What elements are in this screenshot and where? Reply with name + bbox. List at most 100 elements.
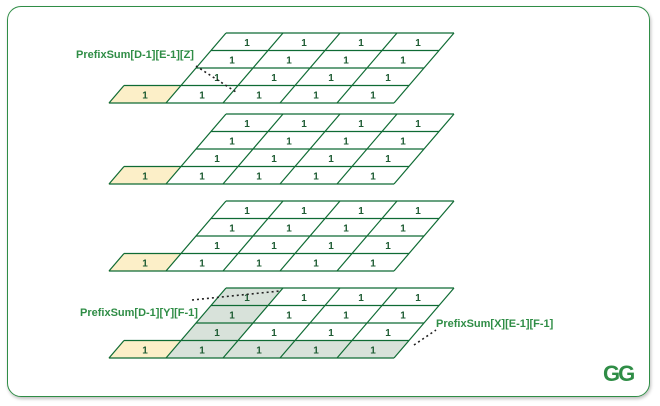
grid-cell: [337, 340, 409, 358]
cell-value: 1: [256, 171, 262, 182]
cell-value: 1: [199, 171, 205, 182]
cell-value: 1: [385, 328, 391, 339]
grid-cell: [310, 50, 382, 68]
cell-value: 1: [244, 38, 250, 49]
grid-cell: [238, 68, 310, 86]
grid-cell: [166, 340, 238, 358]
grid-cell: [325, 33, 397, 51]
grid-layers: 11 1 1 11 1 1 11 1 1 11 1 1 111 1 1 11 1 1 11 1 1 11 1 1 111 1 1 11…: [108, 32, 455, 359]
grid-line: [222, 113, 284, 185]
grid-line: [108, 166, 125, 185]
cell-value: 1: [415, 206, 421, 217]
cell-value: 1: [358, 119, 364, 130]
cell-value: 1: [415, 293, 421, 304]
cell-value: 1: [400, 223, 406, 234]
grid-line: [393, 287, 455, 359]
grid-cell: [166, 253, 238, 271]
geeksforgeeks-logo-icon: GG: [603, 361, 636, 386]
cell-value: 1: [199, 345, 205, 356]
grid-cell: [166, 85, 238, 103]
cell-value: 1: [301, 38, 307, 49]
cell-value: 1: [385, 73, 391, 84]
cell-value: 1: [142, 258, 148, 269]
grid-cell: [181, 68, 253, 86]
grid-cell: [181, 236, 253, 254]
grid-cell: [253, 50, 325, 68]
cell-value: 1: [199, 90, 205, 101]
cell-value: 1: [343, 223, 349, 234]
cell-value: 1: [400, 136, 406, 147]
grid-cell: [196, 305, 268, 323]
grid-cell: [196, 218, 268, 236]
grid-line: [336, 32, 398, 104]
cell-value: 1: [286, 136, 292, 147]
cell-value: 1: [313, 90, 319, 101]
label-left: PrefixSum[D-1][Y][F-1]: [80, 307, 198, 319]
grid-cell: [181, 323, 253, 341]
grid-line: [393, 113, 455, 185]
grid-line: [108, 253, 125, 272]
grid-cell: [367, 50, 439, 68]
cell-value: 1: [400, 55, 406, 66]
grid-cell: [223, 85, 295, 103]
cell-value: 1: [142, 90, 148, 101]
grid-cell: [211, 114, 283, 132]
label-top: PrefixSum[D-1][E-1][Z]: [76, 49, 194, 61]
leader-line: [413, 329, 437, 346]
grid-line: [279, 32, 341, 104]
grid-cell: [166, 166, 238, 184]
grid-cell: [325, 114, 397, 132]
grid-line: [165, 113, 227, 185]
grid-cell: [253, 305, 325, 323]
figure-frame: [7, 6, 650, 397]
grid-cell: [181, 149, 253, 167]
cell-value: 1: [358, 38, 364, 49]
cell-value: 1: [358, 293, 364, 304]
grid-line: [393, 32, 455, 104]
grid-line: [336, 287, 398, 359]
cell-value: 1: [214, 73, 220, 84]
grid-cell: [268, 288, 340, 306]
grid-cell: [268, 201, 340, 219]
grid-cell: [196, 50, 268, 68]
cell-value: 1: [400, 310, 406, 321]
cell-value: 1: [214, 154, 220, 165]
cell-value: 1: [256, 90, 262, 101]
cell-value: 1: [244, 293, 250, 304]
grid-cell: [268, 33, 340, 51]
grid-line: [222, 200, 284, 272]
cell-value: 1: [256, 345, 262, 356]
grid-cell: [367, 218, 439, 236]
cell-value: 1: [229, 136, 235, 147]
grid-cell: [325, 201, 397, 219]
grid-layer-bottom: 11 1 1 11 1 1 11 1 1 11 1 1 1: [108, 287, 455, 359]
grid-line: [336, 113, 398, 185]
grid-layer-second: 11 1 1 11 1 1 11 1 1 11 1 1 1: [108, 113, 455, 185]
grid-cell: [382, 201, 454, 219]
grid-cell: [382, 288, 454, 306]
cell-value: 1: [271, 154, 277, 165]
grid-line: [279, 200, 341, 272]
cell-value: 1: [199, 258, 205, 269]
grid-cell: [295, 236, 367, 254]
cell-value: 1: [271, 328, 277, 339]
grid-cell: [280, 340, 352, 358]
grid-layer-top: 11 1 1 11 1 1 11 1 1 11 1 1 1: [108, 32, 455, 104]
cell-value: 1: [286, 310, 292, 321]
cell-value: 1: [328, 328, 334, 339]
grid-cell: [310, 305, 382, 323]
grid-cell: [223, 340, 295, 358]
grid-cell: [238, 149, 310, 167]
grid-line: [165, 287, 227, 359]
cell-value: 1: [142, 345, 148, 356]
grid-cell: [352, 236, 424, 254]
grid-cell: [295, 323, 367, 341]
cell-value: 1: [370, 345, 376, 356]
cell-value: 1: [313, 258, 319, 269]
grid-line: [336, 200, 398, 272]
cell-value: 1: [301, 119, 307, 130]
cell-value: 1: [286, 223, 292, 234]
grid-cell: [268, 114, 340, 132]
cell-value: 1: [286, 55, 292, 66]
